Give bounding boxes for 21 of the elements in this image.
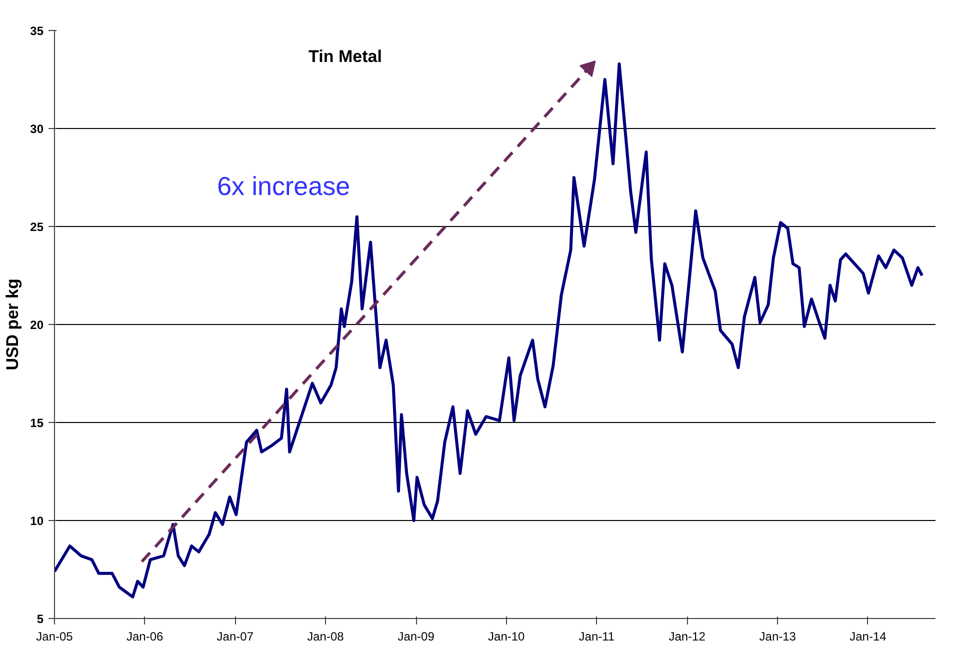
y-tick-label: 35	[30, 24, 44, 38]
y-tick-label: 30	[30, 122, 44, 136]
x-tick-label: Jan-06	[126, 630, 164, 644]
x-tick-label: Jan-14	[850, 630, 887, 644]
x-tick-label: Jan-13	[759, 630, 796, 644]
x-tick-label: Jan-07	[216, 630, 254, 644]
y-tick-label: 5	[36, 612, 44, 626]
y-axis-title: USD per kg	[3, 278, 22, 370]
y-tick-label: 25	[30, 220, 44, 234]
x-tick-label: Jan-11	[578, 630, 615, 644]
y-tick-label: 10	[30, 514, 44, 528]
x-tick-label: Jan-08	[307, 630, 344, 644]
x-tick-label: Jan-10	[488, 630, 526, 644]
line-series	[54, 62, 924, 598]
y-tick-label: 20	[30, 318, 44, 332]
x-tick-label: Jan-09	[398, 630, 435, 644]
text: Tin Metal	[308, 46, 382, 66]
y-tick-label: 15	[30, 416, 44, 430]
x-tick-label: Jan-05	[36, 630, 74, 644]
annotation: 6x increase	[217, 171, 350, 202]
x-tick-label: Jan-12	[668, 630, 706, 644]
